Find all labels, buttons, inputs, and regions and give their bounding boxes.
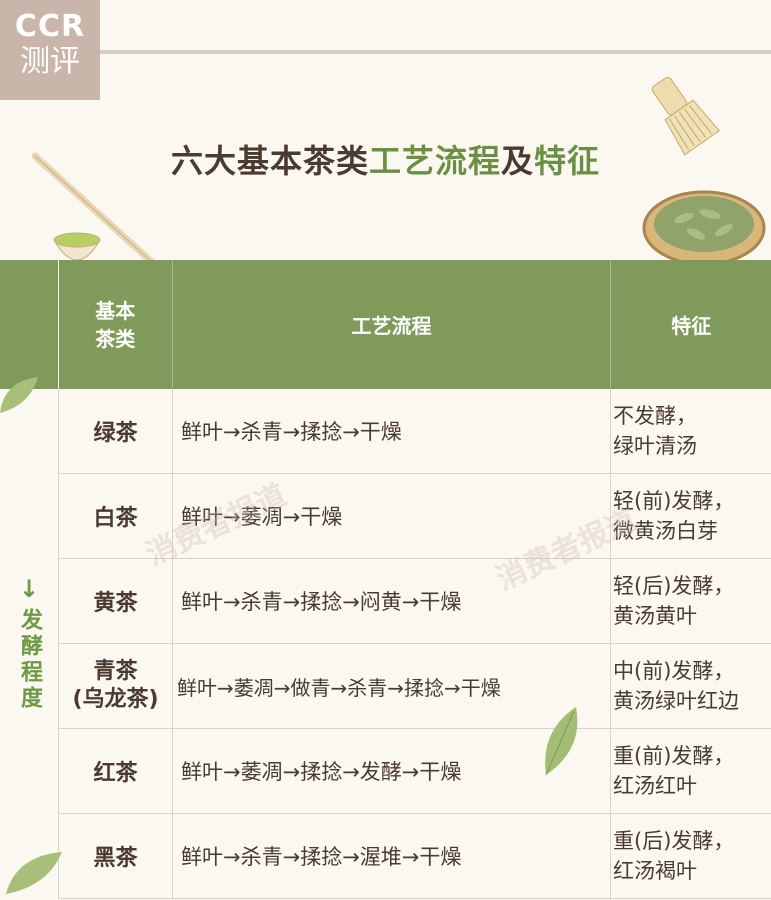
down-arrow-icon: ↓ xyxy=(18,574,40,603)
cell-process: 鲜叶→萎凋→做青→杀青→揉捻→干燥 xyxy=(172,643,611,729)
cell-process: 鲜叶→杀青→揉捻→干燥 xyxy=(172,389,611,474)
leaf-icon xyxy=(0,377,38,413)
cell-feature: 轻(后)发酵， 黄汤黄叶 xyxy=(610,558,771,644)
side-body: ↓ 发酵程度 xyxy=(0,389,58,896)
cell-category: 黄茶 xyxy=(58,558,173,644)
title-part-1: 六大基本茶类 xyxy=(170,142,369,180)
cell-process: 鲜叶→杀青→揉捻→渥堆→干燥 xyxy=(172,813,611,899)
cell-feature: 不发酵， 绿叶清汤 xyxy=(610,389,771,474)
cell-category: 黑茶 xyxy=(58,813,173,899)
title-part-2: 工艺流程 xyxy=(368,142,501,180)
side-header-block xyxy=(0,260,58,389)
leaf-icon xyxy=(545,707,578,776)
cell-feature: 中(前)发酵， 黄汤绿叶红边 xyxy=(610,643,771,729)
table-row: 绿茶 鲜叶→杀青→揉捻→干燥 不发酵， 绿叶清汤 xyxy=(58,389,771,474)
header-category: 基本 茶类 xyxy=(58,260,173,389)
header-divider xyxy=(100,50,771,54)
table-row: 黑茶 鲜叶→杀青→揉捻→渥堆→干燥 重(后)发酵， 红汤褐叶 xyxy=(58,813,771,899)
table-row: 青茶 (乌龙茶) 鲜叶→萎凋→做青→杀青→揉捻→干燥 中(前)发酵， 黄汤绿叶红… xyxy=(58,643,771,729)
table-row: 白茶 鲜叶→萎凋→干燥 轻(前)发酵， 微黄汤白芽 xyxy=(58,473,771,559)
tea-scoop-illustration xyxy=(31,152,169,278)
logo-text-ccr: CCR xyxy=(14,9,86,44)
title-part-4: 特征 xyxy=(534,142,601,180)
cell-category: 青茶 (乌龙茶) xyxy=(58,643,173,729)
fermentation-degree-label: 发酵程度 xyxy=(17,607,42,712)
cell-category: 白茶 xyxy=(58,473,173,559)
header-feature: 特征 xyxy=(610,260,771,389)
logo-text-ceping: 测评 xyxy=(20,44,80,79)
title-part-3: 及 xyxy=(501,142,535,180)
table-row: 黄茶 鲜叶→杀青→揉捻→闷黄→干燥 轻(后)发酵， 黄汤黄叶 xyxy=(58,558,771,644)
table-row: 红茶 鲜叶→萎凋→揉捻→发酵→干燥 重(前)发酵， 红汤红叶 xyxy=(58,728,771,814)
tea-basket-illustration xyxy=(642,190,766,266)
ccr-logo: CCR 测评 xyxy=(0,0,100,100)
cell-process: 鲜叶→萎凋→揉捻→发酵→干燥 xyxy=(172,728,611,814)
tea-process-table: 基本 茶类 工艺流程 特征 绿茶 鲜叶→杀青→揉捻→干燥 不发酵， 绿叶清汤 白… xyxy=(58,260,771,899)
leaf-icon xyxy=(6,852,62,894)
cell-process: 鲜叶→杀青→揉捻→闷黄→干燥 xyxy=(172,558,611,644)
matcha-bowl-illustration xyxy=(53,232,101,261)
table-header-row: 基本 茶类 工艺流程 特征 xyxy=(58,260,771,389)
cell-process: 鲜叶→萎凋→干燥 xyxy=(172,473,611,559)
page-title: 六大基本茶类工艺流程及特征 xyxy=(0,136,771,182)
cell-feature: 重(前)发酵， 红汤红叶 xyxy=(610,728,771,814)
cell-feature: 轻(前)发酵， 微黄汤白芽 xyxy=(610,473,771,559)
fermentation-axis: ↓ 发酵程度 xyxy=(0,260,58,896)
cell-category: 绿茶 xyxy=(58,389,173,474)
tea-whisk-illustration xyxy=(651,76,720,156)
cell-category: 红茶 xyxy=(58,728,173,814)
header-process: 工艺流程 xyxy=(172,260,611,389)
cell-feature: 重(后)发酵， 红汤褐叶 xyxy=(610,813,771,899)
